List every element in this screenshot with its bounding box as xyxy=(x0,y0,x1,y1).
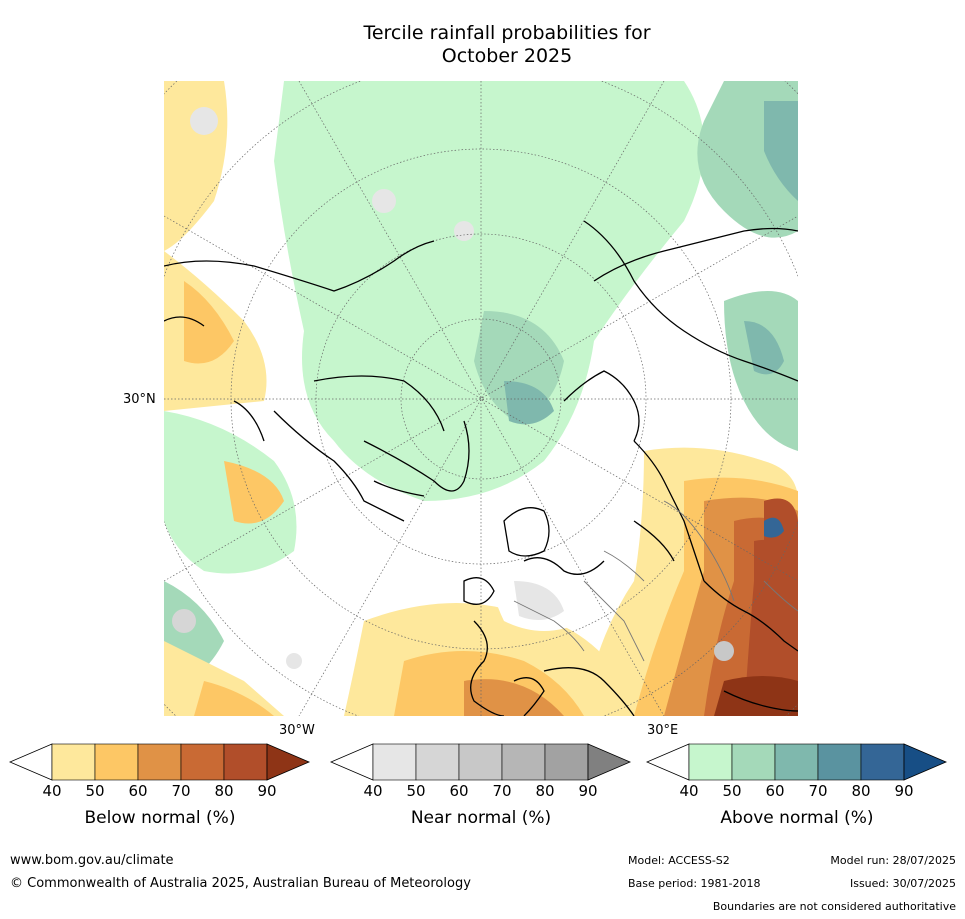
latitude-label: 30°N xyxy=(123,392,156,407)
issued-text: Issued: 30/07/2025 xyxy=(849,877,956,890)
model-text: Model: ACCESS-S2 xyxy=(628,854,730,867)
tick-label: 60 xyxy=(449,782,469,800)
tick-label: 50 xyxy=(406,782,426,800)
tick-label: 60 xyxy=(128,782,148,800)
below-normal-caption: Below normal (%) xyxy=(84,808,236,828)
map-title: Tercile rainfall probabilities for Octob… xyxy=(0,22,965,68)
tick-label: 80 xyxy=(851,782,871,800)
above-normal-colorbar xyxy=(645,743,948,781)
probability-map xyxy=(164,81,798,716)
tick-label: 50 xyxy=(85,782,105,800)
longitude-west-label: 30°W xyxy=(279,723,315,738)
website-link[interactable]: www.bom.gov.au/climate xyxy=(10,853,174,868)
tick-label: 90 xyxy=(257,782,277,800)
model-run-text: Model run: 28/07/2025 xyxy=(830,854,956,867)
disclaimer-text: Boundaries are not considered authoritat… xyxy=(712,900,956,913)
tick-label: 40 xyxy=(42,782,62,800)
title-line-2: October 2025 xyxy=(441,45,573,67)
tick-label: 40 xyxy=(363,782,383,800)
base-period-text: Base period: 1981-2018 xyxy=(628,877,761,890)
tick-label: 60 xyxy=(765,782,785,800)
longitude-east-label: 30°E xyxy=(647,723,679,738)
above-normal-caption: Above normal (%) xyxy=(720,808,874,828)
tick-label: 90 xyxy=(894,782,914,800)
near-normal-caption: Near normal (%) xyxy=(410,808,552,828)
tick-label: 40 xyxy=(679,782,699,800)
title-line-1: Tercile rainfall probabilities for xyxy=(363,22,651,44)
tick-label: 80 xyxy=(214,782,234,800)
copyright-text: © Commonwealth of Australia 2025, Austra… xyxy=(10,876,471,891)
tick-label: 70 xyxy=(171,782,191,800)
below-normal-colorbar xyxy=(8,743,311,781)
near-normal-colorbar xyxy=(329,743,632,781)
tick-label: 70 xyxy=(808,782,828,800)
tick-label: 70 xyxy=(492,782,512,800)
tick-label: 90 xyxy=(578,782,598,800)
tick-label: 50 xyxy=(722,782,742,800)
tick-label: 80 xyxy=(535,782,555,800)
